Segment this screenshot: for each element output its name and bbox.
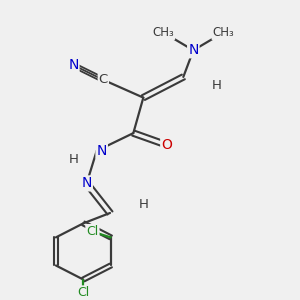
Text: N: N (97, 144, 107, 158)
Text: N: N (68, 58, 79, 72)
Text: N: N (188, 43, 199, 57)
Text: H: H (68, 153, 78, 166)
Text: H: H (212, 79, 222, 92)
Text: C: C (99, 74, 108, 86)
Text: O: O (161, 138, 172, 152)
Text: Cl: Cl (77, 286, 89, 299)
Text: Cl: Cl (86, 225, 98, 238)
Text: N: N (82, 176, 92, 190)
Text: H: H (138, 198, 148, 211)
Text: CH₃: CH₃ (152, 26, 174, 39)
Text: CH₃: CH₃ (212, 26, 234, 39)
